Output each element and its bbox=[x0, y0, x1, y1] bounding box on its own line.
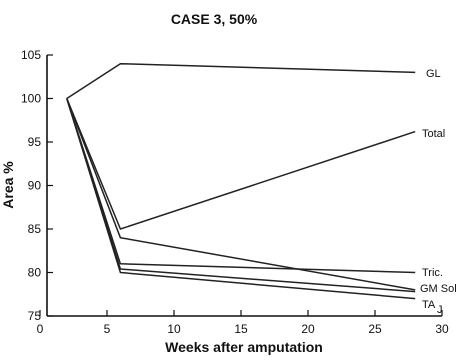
x-ticks: 0 5 10 15 20 25 30 bbox=[37, 310, 449, 336]
x-tick-label: 25 bbox=[368, 322, 382, 336]
series-group bbox=[66, 62, 416, 300]
y-tick-label: 100 bbox=[21, 92, 41, 106]
series-labels: GL Total Tric. GM Sol TA J bbox=[420, 68, 457, 316]
annotation-bracket: J bbox=[437, 304, 443, 316]
series-line-total bbox=[66, 98, 416, 230]
y-axis-label: Area % bbox=[0, 161, 16, 209]
x-tick-label: 10 bbox=[167, 322, 181, 336]
y-tick-label: 80 bbox=[28, 266, 42, 280]
y-tick-label: 105 bbox=[21, 48, 41, 62]
y-tick-label: 75 bbox=[28, 309, 42, 323]
series-line-tric- bbox=[66, 98, 416, 274]
x-tick-label: 0 bbox=[37, 322, 44, 336]
x-tick-label: 20 bbox=[301, 322, 315, 336]
x-tick-label: 30 bbox=[435, 322, 449, 336]
series-line-gm-sol bbox=[66, 98, 416, 291]
series-line-ta bbox=[66, 98, 416, 293]
y-tick-label: 95 bbox=[28, 135, 42, 149]
series-label: Total bbox=[422, 128, 445, 140]
series-label: Tric. bbox=[422, 267, 443, 279]
series-line-unlabeled bbox=[66, 98, 416, 300]
series-label: GM Sol bbox=[420, 283, 457, 295]
series-label: GL bbox=[426, 68, 441, 80]
chart-title: CASE 3, 50% bbox=[171, 11, 258, 27]
x-tick-label: 15 bbox=[234, 322, 248, 336]
y-tick-label: 90 bbox=[28, 179, 42, 193]
x-axis-label: Weeks after amputation bbox=[165, 339, 323, 355]
series-label: TA bbox=[422, 299, 436, 311]
y-tick-label: 85 bbox=[28, 222, 42, 236]
y-ticks: 75 80 85 90 95 100 105 bbox=[21, 48, 53, 323]
x-tick-label: 5 bbox=[104, 322, 111, 336]
series-line-gl bbox=[66, 62, 416, 100]
